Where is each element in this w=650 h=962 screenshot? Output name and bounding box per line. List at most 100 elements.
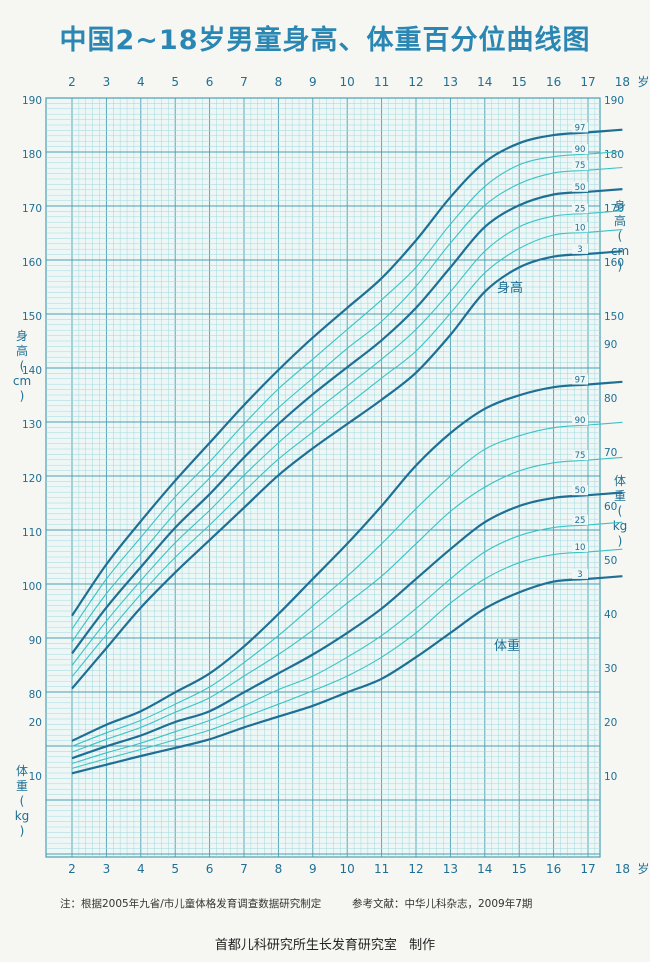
x-tick-label-top: 7: [240, 75, 248, 89]
height-tick-left: 190: [22, 95, 42, 107]
weight-label-p90: 90: [575, 416, 586, 426]
weight-tick-right: 80: [604, 393, 617, 405]
x-tick-label-bottom: 14: [477, 862, 492, 876]
weight-tick-right: 50: [604, 555, 617, 567]
height-label-p75: 75: [575, 161, 586, 171]
weight-series-label: 体重: [494, 638, 520, 654]
height-tick-right: 180: [604, 149, 624, 161]
x-tick-label-top: 16: [546, 75, 561, 89]
height-tick-left: 80: [29, 689, 42, 701]
weight-tick-right: 90: [604, 339, 617, 351]
height-label-p25: 25: [575, 204, 586, 214]
weight-label-bg-p10: [572, 541, 588, 552]
height-label-bg-p10: [572, 222, 588, 233]
weight-label-bg-p90: [572, 415, 588, 425]
x-tick-label-top: 17: [580, 75, 595, 89]
height-axis-title-left: (: [20, 359, 25, 373]
weight-axis-title-right: ): [618, 534, 623, 548]
x-tick-label-top: 15: [512, 75, 527, 89]
weight-axis-title-left: 重: [16, 779, 28, 793]
curve-layer: [71, 128, 623, 775]
height-tick-left: 150: [22, 311, 42, 323]
height-label-bg-p90: [572, 144, 588, 154]
height-label-bg-p97: [572, 122, 588, 133]
credit-line: 首都儿科研究所生长发育研究室 制作: [0, 934, 650, 953]
weight-curve-p75: [71, 456, 623, 753]
x-tick-label-bottom: 13: [443, 862, 458, 876]
weight-tick-right: 40: [604, 609, 617, 621]
weight-curve-p97: [71, 380, 623, 742]
height-axis-title-right: ): [618, 259, 623, 273]
height-label-bg-p75: [572, 160, 588, 171]
x-tick-label-bottom: 10: [340, 862, 355, 876]
x-tick-label-bottom: 4: [137, 862, 145, 876]
x-tick-label-bottom: 7: [240, 862, 248, 876]
x-tick-label-bottom: 12: [408, 862, 423, 876]
weight-label-p75: 75: [575, 451, 586, 461]
x-tick-label-top: 4: [137, 75, 145, 89]
x-tick-label-top: 2: [68, 75, 76, 89]
x-tick-label-top: 8: [275, 75, 283, 89]
x-tick-label-top: 11: [374, 75, 389, 89]
weight-tick-right: 10: [604, 771, 617, 783]
weight-axis-title-right: (: [618, 504, 623, 518]
weight-axis-title-left: kg: [15, 809, 30, 823]
footnote-reference: 参考文献：中华儿科杂志，2009年7期: [352, 898, 533, 910]
weight-tick-right: 60: [604, 501, 617, 513]
x-tick-label-top: 18: [615, 75, 630, 89]
x-tick-label-bottom: 17: [580, 862, 595, 876]
height-series-label: 身高: [497, 280, 523, 296]
x-tick-label-top: 14: [477, 75, 492, 89]
weight-label-bg-p50: [572, 485, 588, 496]
x-tick-label-bottom: 16: [546, 862, 561, 876]
x-unit-top: 岁: [637, 74, 649, 89]
weight-curve-p10: [71, 548, 623, 769]
weight-curve-p90: [71, 421, 623, 747]
height-axis-title-right: (: [618, 229, 623, 243]
x-tick-label-bottom: 9: [309, 862, 317, 876]
x-tick-label-bottom: 3: [103, 862, 111, 876]
x-tick-label-top: 9: [309, 75, 317, 89]
plot-frame: [45, 97, 601, 858]
credit-action: 制作: [409, 938, 436, 953]
grid-layer: [45, 97, 601, 858]
page-title: 中国2~18岁男童身高、体重百分位曲线图: [59, 25, 591, 56]
weight-label-p10: 10: [575, 543, 586, 553]
height-tick-left: 170: [22, 203, 42, 215]
height-label-bg-p3: [572, 243, 588, 254]
axis-layer: 2 2 3 3 4 4 5 5 6 6 7 7 8 8 9 9 10 10 11 11 12 12 13 13 14 14 15 15…: [13, 74, 650, 876]
height-axis-title-left: ): [20, 389, 25, 403]
weight-axis-title-right: 体: [614, 474, 626, 488]
weight-axis-title-right: 重: [614, 489, 626, 503]
x-tick-label-bottom: 2: [68, 862, 76, 876]
weight-label-p25: 25: [575, 516, 586, 526]
x-tick-label-top: 3: [103, 75, 111, 89]
x-tick-label-top: 5: [171, 75, 179, 89]
height-curve-p97: [71, 128, 623, 617]
height-label-bg-p25: [572, 203, 588, 214]
height-tick-left: 180: [22, 149, 42, 161]
weight-label-p97: 97: [575, 376, 586, 386]
weight-axis-title-left: ): [20, 824, 25, 838]
height-label-p97: 97: [575, 123, 586, 133]
height-tick-left: 90: [29, 635, 42, 647]
height-label-p3: 3: [577, 245, 582, 255]
x-unit-bottom: 岁: [637, 861, 649, 876]
weight-tick-left: 10: [29, 771, 42, 783]
weight-curve-p25: [71, 521, 623, 765]
height-tick-left: 130: [22, 419, 42, 431]
weight-label-p50: 50: [575, 486, 586, 496]
height-label-p50: 50: [575, 183, 586, 193]
height-tick-left: 160: [22, 257, 42, 269]
weight-curve-p50: [71, 491, 623, 760]
height-tick-right: 160: [604, 257, 624, 269]
height-tick-right: 190: [604, 95, 624, 107]
weight-label-bg-p97: [572, 374, 588, 385]
height-tick-left: 140: [22, 365, 42, 377]
height-label-p10: 10: [575, 223, 586, 233]
weight-tick-right: 70: [604, 447, 617, 459]
height-tick-left: 100: [22, 581, 42, 593]
height-tick-left: 110: [22, 527, 42, 539]
